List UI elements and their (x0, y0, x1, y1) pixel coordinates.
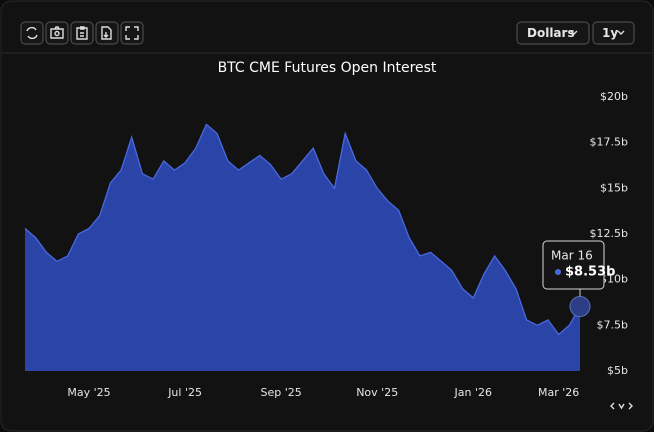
range-label: 1y (602, 26, 618, 40)
area-fill (25, 124, 580, 372)
camera-button[interactable] (45, 21, 69, 45)
chart-title: BTC CME Futures Open Interest (218, 60, 437, 76)
area-line (24, 123, 581, 336)
x-tick-label: Nov '25 (356, 386, 398, 399)
y-tick-label: $5b (607, 364, 628, 377)
tooltip-value: $8.53b (565, 265, 615, 280)
x-tick-label: Mar '26 (538, 386, 579, 399)
toolbar: Dollars 1y (20, 21, 635, 45)
camera-icon (50, 26, 64, 39)
y-tick-label: $7.5b (597, 318, 628, 331)
y-tick-label: $17.5b (590, 136, 628, 149)
fullscreen-button[interactable] (120, 21, 144, 45)
chevron (617, 30, 625, 35)
x-tick-label: Sep '25 (261, 386, 302, 399)
y-tick-label: $20b (600, 90, 628, 103)
y-tick-label: $15b (600, 181, 628, 194)
hover-halo (569, 296, 591, 318)
tooltip-box (542, 240, 605, 290)
refresh-icon (26, 26, 38, 40)
x-tick-label: May '25 (67, 386, 110, 399)
copy-icon (76, 26, 88, 40)
chevron (570, 30, 578, 35)
currency-dropdown[interactable] (516, 21, 590, 45)
y-tick-label: $10b (600, 273, 628, 286)
currency-label: Dollars (527, 26, 575, 40)
scroll-nav (610, 402, 633, 410)
nav-icons[interactable] (610, 402, 633, 410)
tooltip-date: Mar 16 (551, 249, 593, 263)
download-button[interactable] (95, 21, 119, 45)
x-tick-label: Jul '25 (167, 386, 202, 399)
range-dropdown[interactable] (592, 21, 635, 45)
camera-lens (54, 30, 60, 37)
refresh-button[interactable] (20, 21, 44, 45)
tooltip-dot (555, 269, 561, 275)
x-tick-label: Jan '26 (454, 386, 492, 399)
download-icon (101, 26, 112, 40)
plot-area: $5b $7.5b $10b $12.5b $15b $17.5b $20b May '25 J… (24, 90, 628, 399)
fullscreen-icon (125, 26, 139, 40)
y-tick-label: $12.5b (590, 227, 628, 240)
